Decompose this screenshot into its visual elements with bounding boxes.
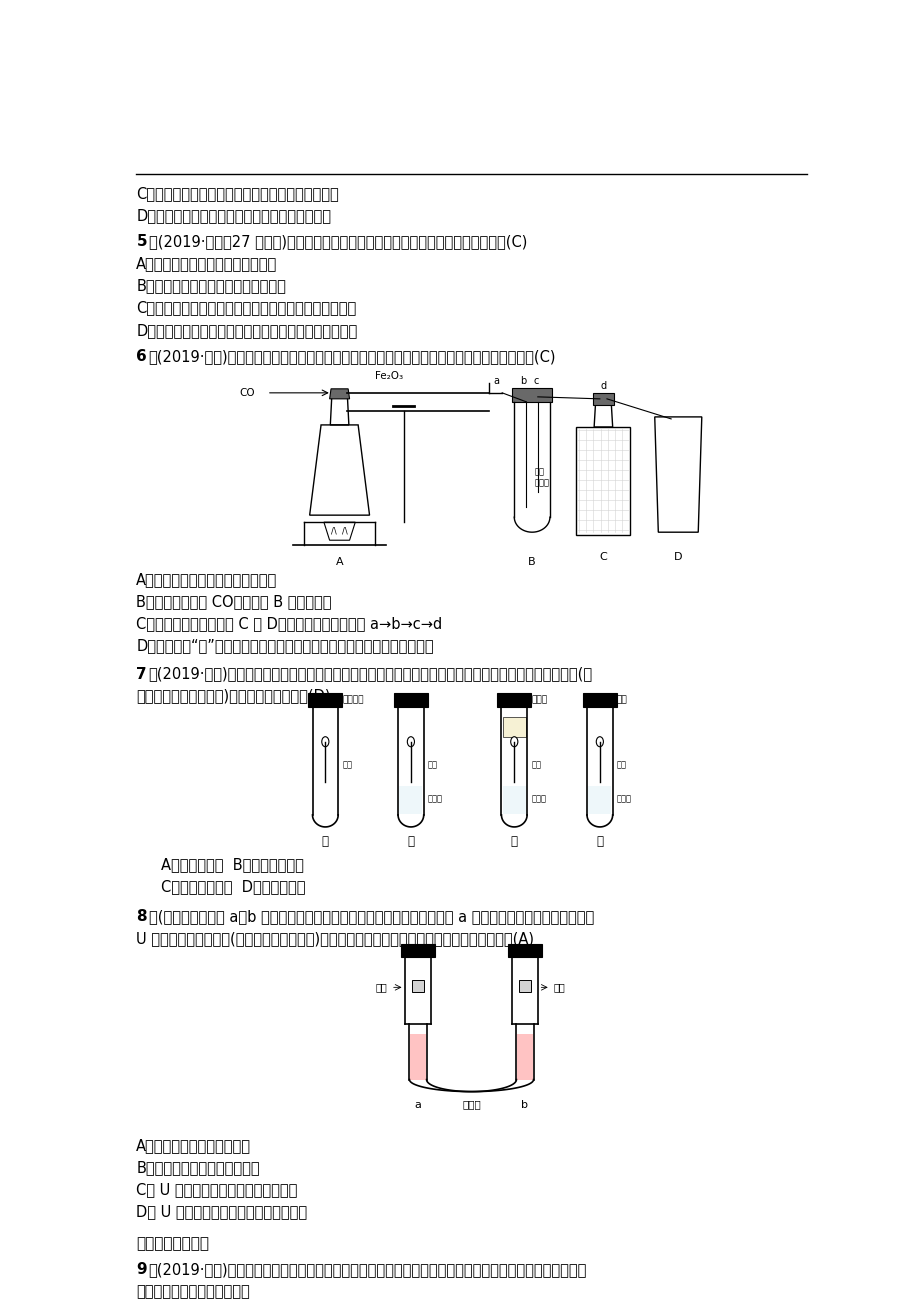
Text: Fe₂O₃: Fe₂O₃ xyxy=(375,371,403,380)
Bar xyxy=(516,1035,532,1079)
Bar xyxy=(308,693,342,707)
Text: U 形玻璃管内为红墨水(开始时两端液面水平)，如图所示，放置一段时间后，以下说法正确的是(A): U 形玻璃管内为红墨水(开始时两端液面水平)，如图所示，放置一段时间后，以下说法… xyxy=(136,931,534,947)
Text: 5: 5 xyxy=(136,234,147,250)
Bar xyxy=(507,944,541,957)
Polygon shape xyxy=(594,402,612,427)
Text: 答有关金属资源的下列问题。: 答有关金属资源的下列问题。 xyxy=(136,1284,250,1299)
Text: 9: 9 xyxy=(136,1262,147,1277)
Text: 蒸馏水: 蒸馏水 xyxy=(617,794,631,803)
Text: 澄清
石灰水: 澄清 石灰水 xyxy=(534,467,549,487)
Polygon shape xyxy=(654,417,701,533)
Text: ．(2019·石家帴27 中二模)金属材料被广泛应用于生产生活中。下列说法中正确的是(C): ．(2019·石家帴27 中二模)金属材料被广泛应用于生产生活中。下列说法中正确… xyxy=(148,234,527,250)
Text: a: a xyxy=(493,376,498,385)
Bar xyxy=(588,786,610,814)
Bar xyxy=(518,980,530,992)
Bar xyxy=(503,716,525,737)
Text: A．植物油用于隔绝氧气和水: A．植物油用于隔绝氧气和水 xyxy=(136,1138,251,1152)
Bar xyxy=(582,693,617,707)
Text: 蒸馏水: 蒸馏水 xyxy=(427,794,443,803)
Text: 丁: 丁 xyxy=(596,835,603,848)
Text: b: b xyxy=(521,1100,528,1109)
Text: 铁钉: 铁钉 xyxy=(531,760,540,769)
Bar xyxy=(401,944,435,957)
Circle shape xyxy=(596,737,603,747)
Text: 铁钉: 铁钉 xyxy=(427,760,437,769)
Circle shape xyxy=(407,737,414,747)
Text: A．盛装药品前应先检查装置气密性: A．盛装药品前应先检查装置气密性 xyxy=(136,573,278,587)
Bar xyxy=(512,388,551,402)
Text: B．真金不怕火炼，是因为金的燕点高: B．真金不怕火炼，是因为金的燕点高 xyxy=(136,279,286,293)
Text: 馏水经煮永并迅速冷却)，对应关系正确的是(D): 馏水经煮永并迅速冷却)，对应关系正确的是(D) xyxy=(136,689,331,703)
Circle shape xyxy=(322,737,329,747)
Text: ．(易错题）分别向 a、b 两支试管中加入形状和大小完全相同的铁片，再向 a 中加入植物油，均塞上橡皮塞，: ．(易错题）分别向 a、b 两支试管中加入形状和大小完全相同的铁片，再向 a 中… xyxy=(148,909,593,924)
Text: 铁钉: 铁钉 xyxy=(342,760,352,769)
Text: C: C xyxy=(599,552,607,562)
Text: /\  /\: /\ /\ xyxy=(331,527,347,535)
Text: 铁片: 铁片 xyxy=(553,982,564,992)
Bar xyxy=(592,393,614,405)
Text: A．可以用铁丝代替被燕断的保险丝: A．可以用铁丝代替被燕断的保险丝 xyxy=(136,256,278,272)
Text: B．两支试管中的铁片均被腑蚀: B．两支试管中的铁片均被腑蚀 xyxy=(136,1160,260,1174)
Text: 铁片: 铁片 xyxy=(375,982,387,992)
Text: C．铝比铁耐腑蚀，是因为铝在空气中形成致密的氧化膜: C．铝比铁耐腑蚀，是因为铝在空气中形成致密的氧化膜 xyxy=(136,301,357,315)
Text: 植物油: 植物油 xyxy=(531,695,547,704)
Text: 丙: 丙 xyxy=(510,835,517,848)
Text: ．(2019·粤西)去年港珠澳大桥正式建成通车，它是世界上锂结构桥体最长的跨海大桥。请根据所学知识，回: ．(2019·粤西)去年港珠澳大桥正式建成通车，它是世界上锂结构桥体最长的跨海大… xyxy=(148,1262,586,1277)
Text: D．白炽灯的灯丝用金属錨制成，是因为金属錨的密度大: D．白炽灯的灯丝用金属錨制成，是因为金属錨的密度大 xyxy=(136,323,357,337)
Text: C．已知方框中连接的是 C 和 D，导管口的连接顺序为 a→b→c→d: C．已知方框中连接的是 C 和 D，导管口的连接顺序为 a→b→c→d xyxy=(136,616,442,631)
Text: 干燥空气: 干燥空气 xyxy=(342,695,364,704)
Text: C．甲和丙：空气  D．甲和丁：水: C．甲和丙：空气 D．甲和丁：水 xyxy=(161,879,305,894)
Text: 8: 8 xyxy=(136,909,147,924)
Bar xyxy=(575,427,630,535)
Text: b: b xyxy=(520,376,526,385)
Bar xyxy=(412,980,424,992)
Text: A: A xyxy=(335,557,343,568)
Bar xyxy=(410,1035,425,1079)
Text: c: c xyxy=(533,376,539,385)
Text: 红墨水: 红墨水 xyxy=(461,1100,481,1109)
Text: 甲: 甲 xyxy=(322,835,328,848)
Text: C． U 形玻璃管两端的液面不发生变化: C． U 形玻璃管两端的液面不发生变化 xyxy=(136,1182,298,1197)
Text: A．甲和乙：水  B．乙和丙：空气: A．甲和乙：水 B．乙和丙：空气 xyxy=(161,857,304,872)
Bar xyxy=(496,693,531,707)
Polygon shape xyxy=(329,389,349,398)
Text: 6: 6 xyxy=(136,349,147,363)
Bar xyxy=(393,693,427,707)
Text: B．加热前要先通 CO，加热后 B 中出现浑濁: B．加热前要先通 CO，加热后 B 中出现浑濁 xyxy=(136,594,332,609)
Bar xyxy=(399,786,422,814)
Text: ．(2019·眉山)某化学兴趣小组用以下装置探究炼铁原理，关于该装置和反应过程描述错误的是(C): ．(2019·眉山)某化学兴趣小组用以下装置探究炼铁原理，关于该装置和反应过程描… xyxy=(148,349,555,363)
Text: CO: CO xyxy=(240,388,255,398)
Text: a: a xyxy=(414,1100,421,1109)
Text: ．(2019·广东)探究铁生锈的条件，有利于寻找防止铁制品锈蚀的方法。下列对比实验设计与所探究的条件(蒸: ．(2019·广东)探究铁生锈的条件，有利于寻找防止铁制品锈蚀的方法。下列对比实… xyxy=(148,667,592,681)
Text: B: B xyxy=(528,557,536,568)
Text: D． U 形玻璃管两端的液面变为右低左高: D． U 形玻璃管两端的液面变为右低左高 xyxy=(136,1204,307,1219)
Text: d: d xyxy=(600,380,606,391)
Text: 空气: 空气 xyxy=(617,695,627,704)
Text: D．銀的导电性最好，大多数电线都是用銀作材料: D．銀的导电性最好，大多数电线都是用銀作材料 xyxy=(136,208,331,224)
Circle shape xyxy=(510,737,517,747)
Text: C．多数合金的抗腑蚀性能比组成它们的纯金属更好: C．多数合金的抗腑蚀性能比组成它们的纯金属更好 xyxy=(136,186,339,202)
Text: 蒸馏水: 蒸馏水 xyxy=(531,794,546,803)
Text: D: D xyxy=(674,552,682,562)
Bar xyxy=(503,786,525,814)
Text: 7: 7 xyxy=(136,667,147,681)
Polygon shape xyxy=(323,522,355,540)
Text: 铁钉: 铁钉 xyxy=(617,760,626,769)
Text: 二、填空及简答题: 二、填空及简答题 xyxy=(136,1236,210,1251)
Text: 乙: 乙 xyxy=(407,835,414,848)
Text: D．这种方法“炼”出的铁与工业上炼出的生铁在组成上最大的区别是不含碳: D．这种方法“炼”出的铁与工业上炼出的生铁在组成上最大的区别是不含碳 xyxy=(136,638,434,654)
